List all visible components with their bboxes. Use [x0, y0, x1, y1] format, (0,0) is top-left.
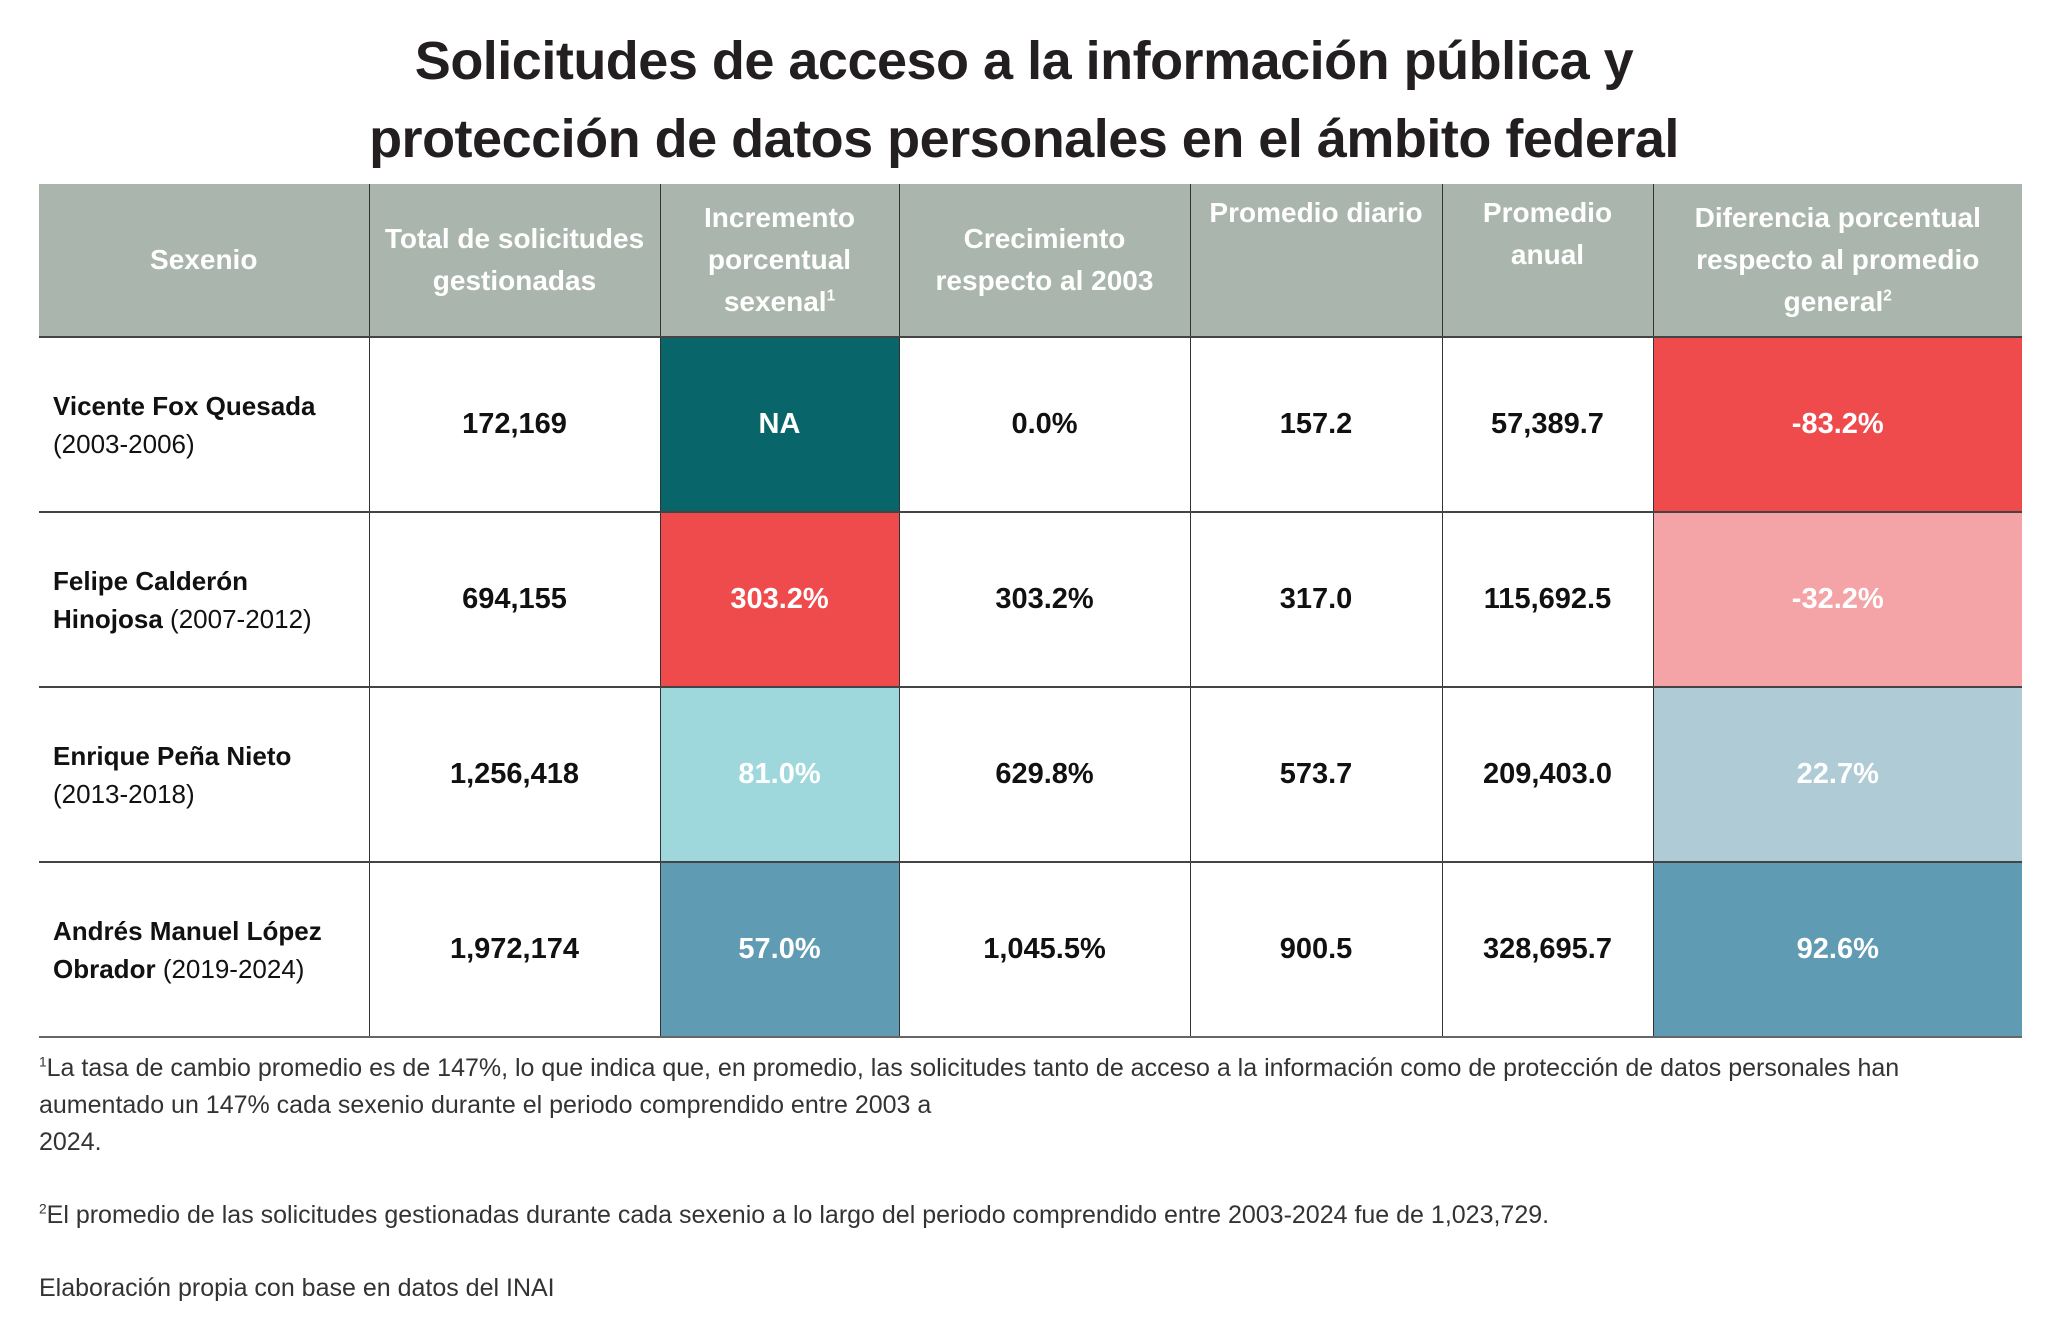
footnote-1: 1La tasa de cambio promedio es de 147%, …: [39, 1054, 1900, 1156]
cell-crecimiento: 1,045.5%: [898, 861, 1190, 1038]
cell-sexenio: Felipe Calderón Hinojosa (2007-2012): [39, 511, 369, 687]
cell-crecimiento: 0.0%: [898, 336, 1190, 512]
footnotes: 1La tasa de cambio promedio es de 147%, …: [39, 1050, 1999, 1307]
cell-diferencia: 92.6%: [1652, 861, 2022, 1038]
table-row: Vicente Fox Quesada (2003-2006) 172,169 NA…: [39, 336, 2022, 512]
header-total: Total de solicitudes gestionadas: [368, 184, 660, 337]
header-sexenio: Sexenio: [39, 184, 369, 337]
header-diferencia: Diferencia porcentual respecto al promed…: [1652, 184, 2022, 337]
header-incremento: Incremento porcentual sexenal1: [659, 184, 899, 337]
title-line-2: protección de datos personales en el ámb…: [369, 109, 1679, 169]
cell-diferencia: -32.2%: [1652, 511, 2022, 687]
cell-diario: 900.5: [1189, 861, 1442, 1038]
header-diario: Promedio diario: [1189, 184, 1442, 337]
cell-sexenio: Vicente Fox Quesada (2003-2006): [39, 336, 369, 512]
cell-sexenio: Andrés Manuel López Obrador (2019-2024): [39, 861, 369, 1038]
cell-diferencia: -83.2%: [1652, 336, 2022, 512]
president-name: Enrique Peña Nieto: [53, 740, 292, 771]
president-name: Felipe Calderón Hinojosa: [53, 565, 249, 634]
data-table: Sexenio Total de solicitudes gestionadas…: [39, 184, 2022, 1038]
header-anual: Promedio anual: [1441, 184, 1653, 337]
table-row: Andrés Manuel López Obrador (2019-2024) 1…: [39, 861, 2022, 1038]
period-years: (2007-2012): [170, 603, 312, 634]
cell-diario: 157.2: [1189, 336, 1442, 512]
cell-incremento: 57.0%: [659, 861, 899, 1038]
footnote-2: 2El promedio de las solicitudes gestiona…: [39, 1201, 1550, 1229]
period-years: (2013-2018): [53, 778, 195, 809]
cell-diario: 573.7: [1189, 686, 1442, 862]
cell-diferencia: 22.7%: [1652, 686, 2022, 862]
cell-total: 1,256,418: [368, 686, 660, 862]
cell-diario: 317.0: [1189, 511, 1442, 687]
cell-anual: 57,389.7: [1441, 336, 1653, 512]
president-name: Vicente Fox Quesada: [53, 390, 316, 421]
cell-incremento: 303.2%: [659, 511, 899, 687]
cell-anual: 328,695.7: [1441, 861, 1653, 1038]
cell-incremento: 81.0%: [659, 686, 899, 862]
period-years: (2019-2024): [162, 953, 305, 984]
source-note: Elaboración propia con base en datos del…: [39, 1274, 555, 1302]
president-name: Andrés Manuel López Obrador: [53, 915, 322, 984]
period-years: (2003-2006): [53, 428, 195, 459]
cell-incremento: NA: [659, 336, 899, 512]
title-line-1: Solicitudes de acceso a la información p…: [414, 31, 1634, 91]
table-row: Felipe Calderón Hinojosa (2007-2012) 694,…: [39, 511, 2022, 687]
cell-sexenio: Enrique Peña Nieto (2013-2018): [39, 686, 369, 862]
cell-total: 694,155: [368, 511, 660, 687]
cell-anual: 209,403.0: [1441, 686, 1653, 862]
header-crecimiento: Crecimiento respecto al 2003: [898, 184, 1190, 337]
cell-total: 1,972,174: [368, 861, 660, 1038]
page-title: Solicitudes de acceso a la información p…: [0, 22, 2048, 178]
cell-anual: 115,692.5: [1441, 511, 1653, 687]
table-row: Enrique Peña Nieto (2013-2018) 1,256,418 8…: [39, 686, 2022, 862]
cell-crecimiento: 303.2%: [898, 511, 1190, 687]
cell-total: 172,169: [368, 336, 660, 512]
cell-crecimiento: 629.8%: [898, 686, 1190, 862]
header-row: Sexenio Total de solicitudes gestionadas…: [39, 184, 2022, 337]
